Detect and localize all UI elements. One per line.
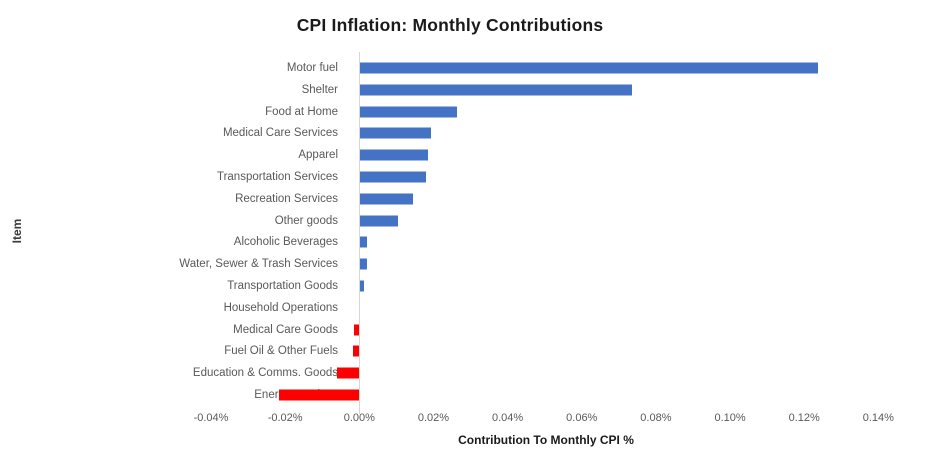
chart-row: Other goods (0, 210, 928, 232)
negative-bar (354, 324, 360, 336)
positive-bar (360, 149, 429, 161)
category-label: Medical Care Services (222, 127, 338, 140)
chart-row: Food at Home (0, 101, 928, 123)
positive-bar (360, 84, 633, 96)
category-label: Transportation Goods (227, 280, 338, 293)
positive-bar (360, 193, 413, 205)
chart-row: Medical Care Goods (0, 319, 928, 341)
positive-bar (360, 62, 819, 74)
category-label: Water, Sewer & Trash Services (179, 258, 338, 271)
chart-row: Motor fuel (0, 57, 928, 79)
category-label: Recreation Services (235, 192, 338, 205)
positive-bar (360, 106, 457, 118)
x-tick-label: 0.12% (788, 412, 820, 424)
negative-bar (337, 367, 360, 379)
positive-bar (360, 127, 432, 139)
negative-bar (353, 345, 360, 357)
negative-bar (279, 389, 360, 401)
chart-row: Alcoholic Beverages (0, 232, 928, 254)
chart-row: Education & Comms. Goods (0, 362, 928, 384)
zero-axis-line (359, 52, 360, 414)
x-axis-title: Contribution To Monthly CPI % (458, 433, 634, 447)
x-tick-label: -0.02% (267, 412, 303, 424)
chart-row: Household Operations (0, 297, 928, 319)
chart-row: Recreation Services (0, 188, 928, 210)
category-label: Apparel (298, 149, 338, 162)
x-tick-label: -0.04% (193, 412, 229, 424)
category-label: Education & Comms. Goods (192, 367, 338, 380)
category-label: Shelter (301, 83, 338, 96)
chart-row: Medical Care Services (0, 122, 928, 144)
x-tick-label: 0.08% (640, 412, 672, 424)
chart-row: Transportation Services (0, 166, 928, 188)
category-label: Motor fuel (286, 61, 338, 74)
category-label: Transportation Services (216, 170, 338, 183)
x-tick-label: 0.10% (714, 412, 746, 424)
category-label: Alcoholic Beverages (233, 236, 338, 249)
category-label: Fuel Oil & Other Fuels (224, 345, 338, 358)
positive-bar (360, 236, 367, 248)
x-tick-label: 0.04% (491, 412, 524, 424)
chart-row: Water, Sewer & Trash Services (0, 253, 928, 275)
chart-title: CPI Inflation: Monthly Contributions (296, 15, 604, 35)
category-label: Medical Care Goods (233, 323, 338, 336)
plot-area: Motor fuel Shelter Food at Home Medical Car… (0, 52, 928, 414)
category-label: Household Operations (223, 301, 338, 314)
x-tick-label: 0.06% (566, 412, 598, 424)
positive-bar (360, 171, 426, 183)
positive-bar (360, 258, 368, 270)
chart-row: Apparel (0, 144, 928, 166)
x-axis-tick-labels: -0.04% -0.02% 0.00% 0.02% 0.04% 0.06% 0.08% 0.1… (0, 412, 928, 426)
x-tick-label: 0.14% (862, 412, 894, 424)
chart-row: Transportation Goods (0, 275, 928, 297)
positive-bar (360, 215, 398, 227)
category-label: Food at Home (265, 105, 338, 118)
chart-row: Fuel Oil & Other Fuels (0, 341, 928, 363)
chart-row: Shelter (0, 79, 928, 101)
category-label: Other goods (274, 214, 338, 227)
positive-bar (360, 280, 364, 292)
x-tick-label: 0.02% (417, 412, 450, 424)
x-tick-label: 0.00% (343, 412, 375, 424)
chart-row: Energy Services (0, 384, 928, 406)
